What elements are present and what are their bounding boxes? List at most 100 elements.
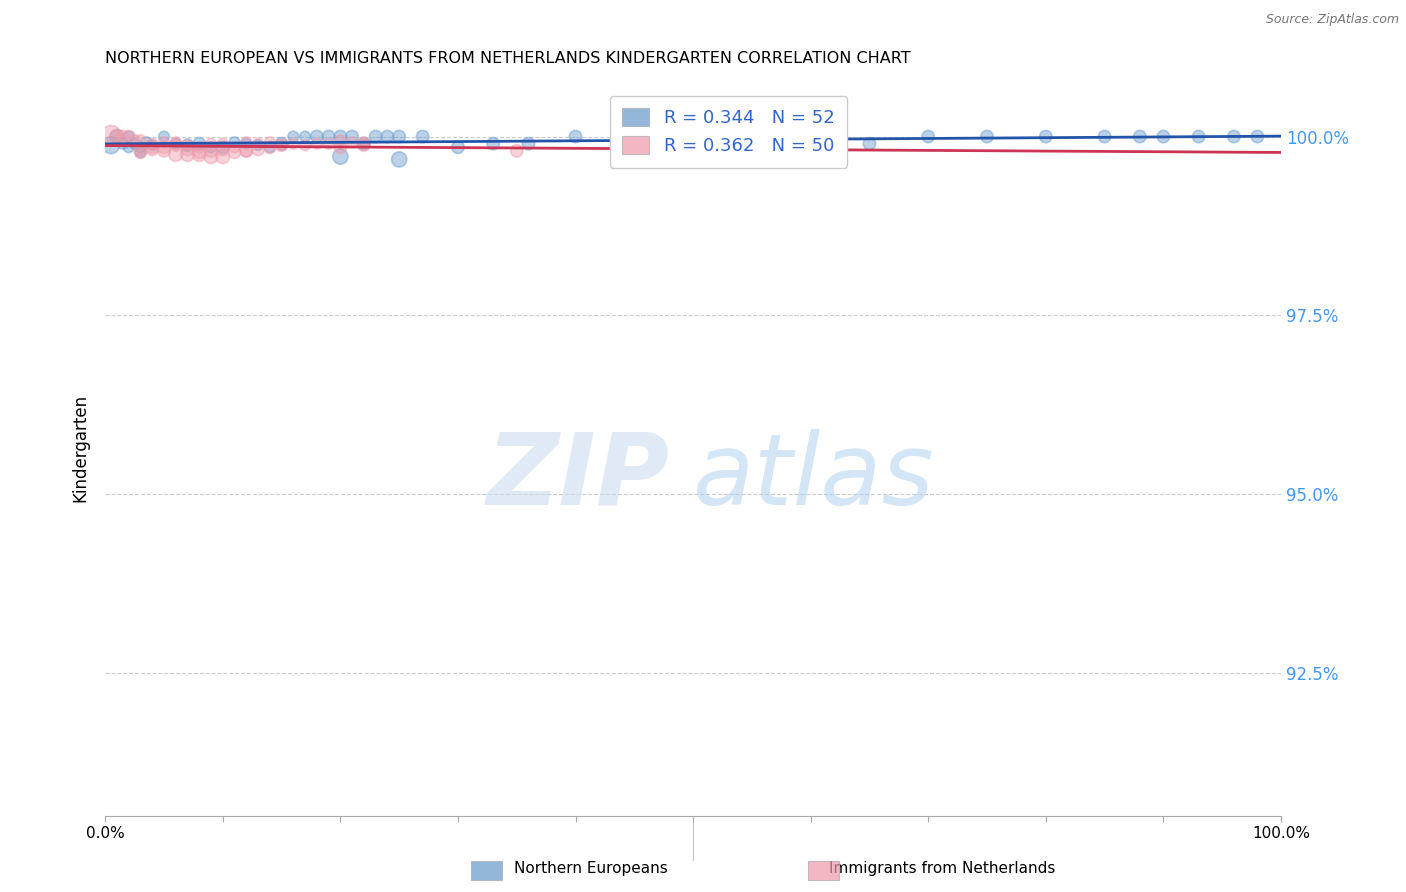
Point [517,136,540,151]
Point [129,133,152,147]
Point [211,150,233,164]
Point [111,129,134,144]
Point [1223,129,1246,144]
Point [329,133,352,147]
Point [305,129,328,144]
Point [105,129,128,144]
Point [247,136,270,151]
Point [176,147,198,161]
Text: Northern Europeans: Northern Europeans [513,861,668,876]
Point [506,144,529,158]
Point [124,136,146,151]
Point [200,144,222,158]
Point [118,129,141,144]
Point [353,138,375,153]
Point [188,145,211,160]
Point [129,140,152,154]
Text: NORTHERN EUROPEAN VS IMMIGRANTS FROM NETHERLANDS KINDERGARTEN CORRELATION CHART: NORTHERN EUROPEAN VS IMMIGRANTS FROM NET… [105,51,911,66]
Point [111,136,134,151]
Point [305,136,328,151]
Point [294,138,316,153]
Point [447,140,470,154]
Point [235,144,257,158]
Point [353,136,375,150]
Point [270,138,292,153]
Point [917,129,939,144]
Point [682,147,704,161]
Point [129,145,152,160]
Point [141,138,163,153]
Point [129,143,152,157]
Point [235,144,257,158]
Legend: R = 0.344   N = 52, R = 0.362   N = 50: R = 0.344 N = 52, R = 0.362 N = 50 [610,95,848,168]
Point [482,136,505,151]
Point [224,145,246,160]
Point [153,144,176,158]
Point [976,129,998,144]
Point [259,140,281,154]
Point [329,129,352,144]
Point [247,138,270,153]
Point [200,140,222,154]
Point [224,136,246,150]
Point [118,129,141,144]
Point [1152,129,1174,144]
Point [259,136,281,150]
Point [412,129,434,144]
Point [176,138,198,153]
Text: atlas: atlas [693,428,935,525]
Point [1188,129,1211,144]
Point [388,129,411,144]
Point [176,143,198,157]
Point [270,138,292,153]
Point [188,140,211,154]
Point [259,140,281,154]
Point [329,140,352,154]
Point [200,150,222,164]
Point [129,145,152,160]
Point [377,129,399,144]
Text: Source: ZipAtlas.com: Source: ZipAtlas.com [1265,13,1399,27]
Point [165,138,187,153]
Point [176,138,198,153]
Point [235,136,257,150]
Point [388,153,411,167]
Point [188,136,211,151]
Point [612,129,634,144]
Point [224,140,246,154]
Point [329,150,352,164]
Point [318,129,340,144]
Point [141,140,163,154]
Point [318,136,340,151]
Point [153,129,176,144]
Point [211,143,233,157]
Point [165,136,187,151]
Point [294,129,316,144]
Point [1246,129,1268,144]
Point [188,147,211,161]
Point [211,140,233,154]
Text: Immigrants from Netherlands: Immigrants from Netherlands [828,861,1056,876]
Point [200,136,222,151]
Y-axis label: Kindergarten: Kindergarten [72,393,89,501]
Point [340,136,363,150]
Point [105,129,128,144]
Point [141,143,163,157]
Point [353,136,375,151]
Point [283,136,305,151]
Point [153,136,176,150]
Point [211,136,233,151]
Point [247,143,270,157]
Point [1129,129,1152,144]
Point [283,129,305,144]
Point [564,129,586,144]
Point [100,128,122,142]
Point [135,136,157,150]
Point [141,136,163,151]
Point [165,136,187,150]
Point [800,129,823,144]
Point [1035,129,1057,144]
Point [118,140,141,154]
Point [100,138,122,153]
Text: ZIP: ZIP [486,428,669,525]
